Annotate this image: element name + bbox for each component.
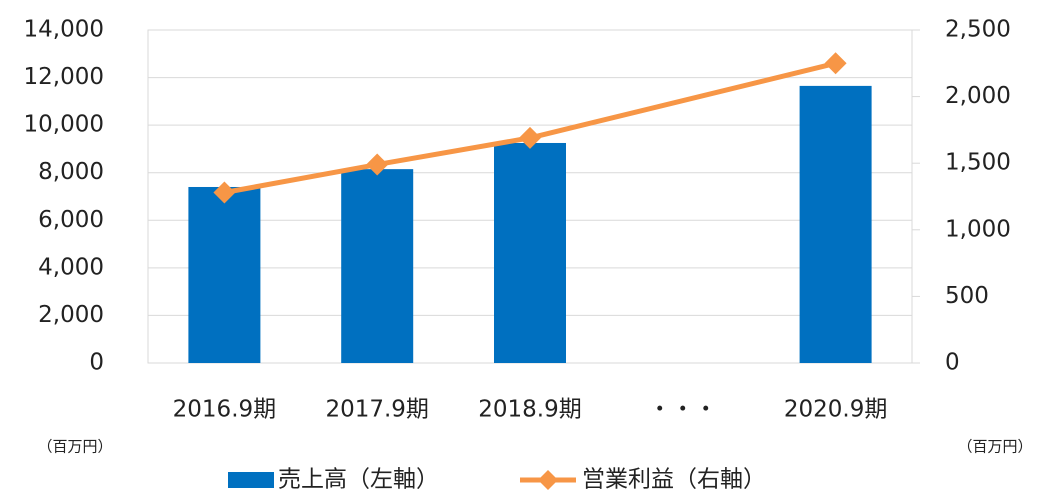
y-tick-label: 6,000 (38, 207, 104, 233)
line-marker (213, 181, 236, 204)
y2-unit: （百万円） (957, 438, 1032, 456)
legend-swatch (228, 472, 274, 488)
legend-label: 売上高（左軸） (278, 467, 439, 493)
bar (494, 142, 566, 363)
y2-tick-label: 2,500 (945, 17, 1011, 43)
y-tick-label: 0 (89, 350, 104, 376)
legend-marker (538, 470, 558, 490)
y2-tick-label: 1,500 (945, 150, 1011, 176)
legend-label: 営業利益（右軸） (582, 467, 766, 493)
x-tick-label: 2018.9期 (478, 397, 581, 423)
line (223, 60, 837, 195)
x-tick-label: 2020.9期 (784, 397, 887, 423)
y-tick-label: 4,000 (38, 254, 104, 280)
y-tick-label: 12,000 (24, 64, 104, 90)
y2-tick-label: 500 (945, 283, 989, 309)
y2-tick-label: 0 (945, 350, 960, 376)
x-tick-label: ・・・ (648, 397, 717, 423)
y-tick-label: 10,000 (24, 112, 104, 138)
bar (799, 85, 872, 364)
line-marker (824, 52, 847, 75)
bar (188, 186, 261, 363)
y-unit: （百万円） (37, 438, 112, 456)
y-tick-label: 8,000 (38, 159, 104, 185)
bar (341, 169, 414, 363)
line-marker (519, 126, 541, 149)
y2-tick-label: 1,000 (945, 216, 1011, 242)
x-tick-label: 2017.9期 (325, 397, 428, 423)
x-tick-label: 2016.9期 (173, 397, 276, 423)
y2-tick-label: 2,000 (945, 83, 1011, 109)
y-tick-label: 2,000 (38, 302, 104, 328)
y-tick-label: 14,000 (24, 17, 104, 43)
line-marker (366, 153, 389, 176)
